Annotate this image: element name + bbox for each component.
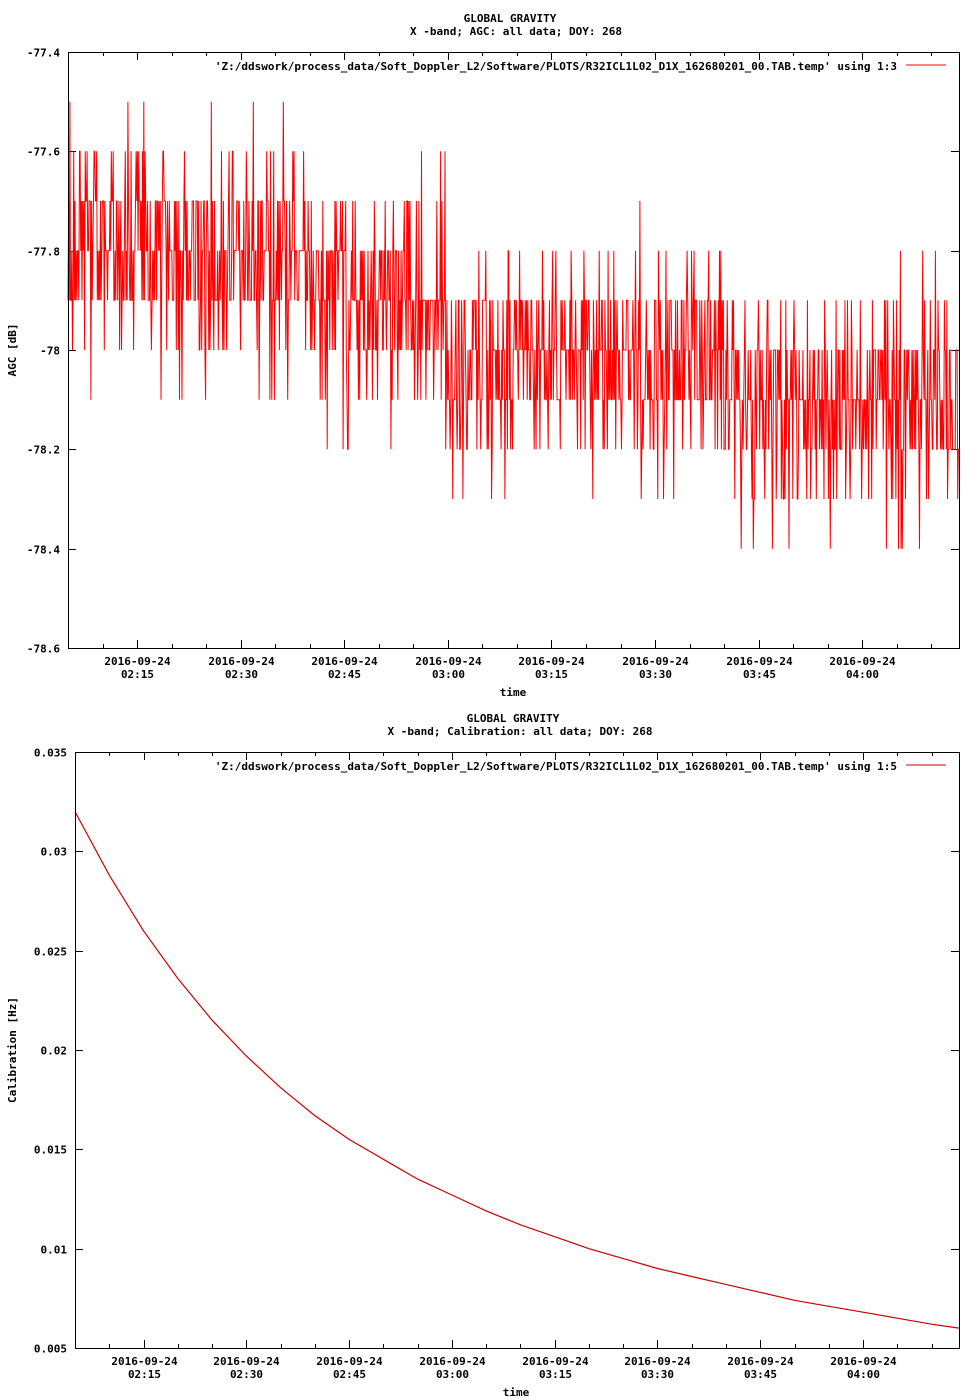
series-group: [67, 101, 959, 549]
y-axis-label: Calibration [Hz]: [6, 997, 19, 1103]
y-tick-label: -78.2: [27, 444, 60, 457]
series-line: [67, 101, 959, 549]
x-axis-label: time: [500, 686, 527, 699]
chart-title: GLOBAL GRAVITY: [467, 712, 560, 725]
x-tick-date: 2016-09-24: [104, 655, 171, 668]
y-tick-label: 0.035: [34, 747, 67, 760]
y-tick-label: -78.6: [27, 643, 60, 656]
agc-chart: GLOBAL GRAVITY X -band; AGC: all data; D…: [6, 12, 960, 699]
x-tick-date: 2016-09-24: [622, 655, 689, 668]
x-tick-time: 03:45: [744, 1368, 777, 1381]
x-tick-time: 02:15: [121, 668, 154, 681]
x-tick-time: 03:00: [432, 668, 465, 681]
plot-frame: [75, 752, 960, 1349]
y-tick-label: -77.6: [27, 146, 60, 159]
y-tick-label: -77.4: [27, 47, 60, 60]
y-tick-label: 0.015: [34, 1144, 67, 1157]
legend-label: 'Z:/ddswork/process_data/Soft_Doppler_L2…: [215, 60, 897, 73]
y-tick-label: 0.02: [41, 1045, 68, 1058]
x-tick-date: 2016-09-24: [522, 1355, 589, 1368]
chart-subtitle: X -band; Calibration: all data; DOY: 268: [388, 725, 653, 738]
x-tick-time: 03:15: [539, 1368, 572, 1381]
chart-title: GLOBAL GRAVITY: [464, 12, 557, 25]
y-tick-label: 0.03: [41, 846, 68, 859]
x-tick-date: 2016-09-24: [518, 655, 585, 668]
x-tick-time: 04:00: [846, 668, 879, 681]
x-tick-date: 2016-09-24: [624, 1355, 691, 1368]
x-tick-time: 03:00: [436, 1368, 469, 1381]
chart-subtitle: X -band; AGC: all data; DOY: 268: [410, 25, 622, 38]
x-tick-time: 03:30: [641, 1368, 674, 1381]
x-tick-time: 04:00: [847, 1368, 880, 1381]
x-tick-date: 2016-09-24: [311, 655, 378, 668]
x-tick-date: 2016-09-24: [213, 1355, 280, 1368]
x-tick-time: 03:30: [639, 668, 672, 681]
x-tick-date: 2016-09-24: [726, 655, 793, 668]
x-tick-date: 2016-09-24: [208, 655, 275, 668]
x-tick-time: 03:45: [743, 668, 776, 681]
y-tick-label: -77.8: [27, 246, 60, 259]
x-tick-date: 2016-09-24: [316, 1355, 383, 1368]
x-axis-label: time: [503, 1386, 530, 1399]
y-tick-label: -78.4: [27, 544, 60, 557]
x-tick-time: 03:15: [535, 668, 568, 681]
x-tick-date: 2016-09-24: [415, 655, 482, 668]
calibration-chart: GLOBAL GRAVITY X -band; Calibration: all…: [6, 712, 960, 1399]
x-tick-time: 02:45: [328, 668, 361, 681]
y-tick-label: -78: [40, 345, 60, 358]
series-line: [74, 811, 960, 1329]
y-tick-label: 0.01: [41, 1244, 68, 1257]
x-tick-time: 02:45: [333, 1368, 366, 1381]
x-tick-time: 02:15: [128, 1368, 161, 1381]
x-tick-date: 2016-09-24: [830, 1355, 897, 1368]
y-axis-label: AGC [dB]: [6, 324, 19, 377]
y-tick-label: 0.005: [34, 1343, 67, 1356]
x-tick-date: 2016-09-24: [727, 1355, 794, 1368]
y-tick-label: 0.025: [34, 946, 67, 959]
x-tick-time: 02:30: [225, 668, 258, 681]
tick-group: -77.4 -77.6 -77.8 -78 -78.2 -78.4 -78.6 2016-09…: [27, 47, 959, 681]
x-tick-date: 2016-09-24: [111, 1355, 178, 1368]
tick-group: 0.035 0.03 0.025 0.02 0.015 0.01 0.005 2016-09-…: [34, 747, 959, 1381]
plot-frame: [68, 52, 960, 649]
x-tick-date: 2016-09-24: [419, 1355, 486, 1368]
legend-label: 'Z:/ddswork/process_data/Soft_Doppler_L2…: [215, 760, 897, 773]
series-group: [74, 811, 960, 1329]
x-tick-date: 2016-09-24: [829, 655, 896, 668]
x-tick-time: 02:30: [230, 1368, 263, 1381]
